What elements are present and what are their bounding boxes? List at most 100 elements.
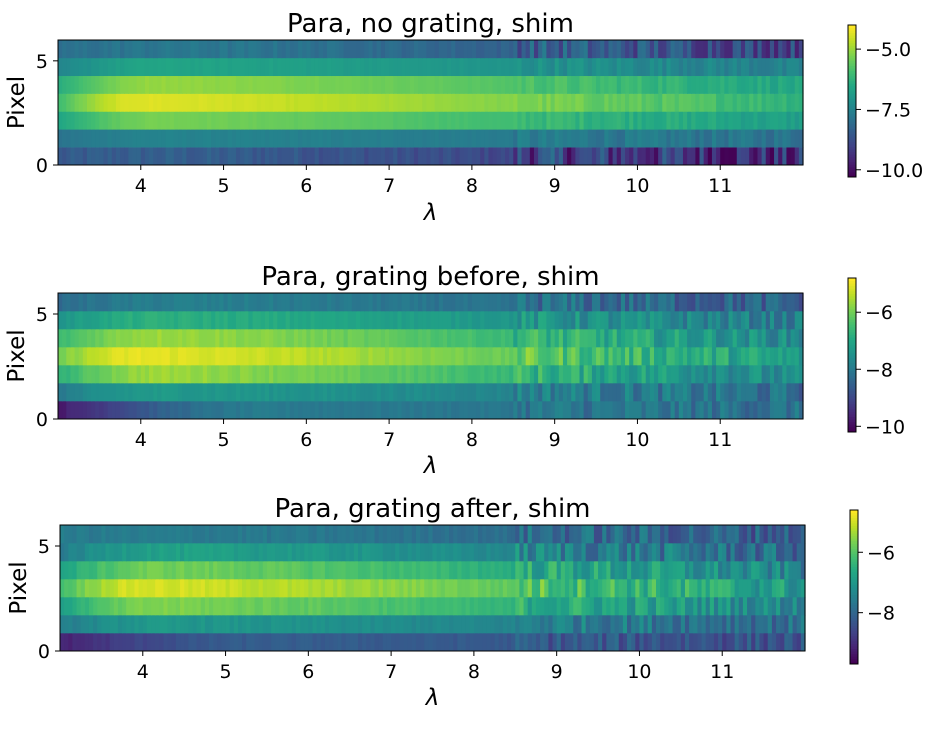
heatmap-cell — [360, 383, 365, 402]
heatmap-cell — [397, 293, 403, 312]
heatmap-cell — [188, 615, 194, 634]
heatmap-cell — [747, 615, 752, 634]
heatmap-cell — [109, 615, 115, 634]
heatmap-cell — [163, 615, 169, 634]
colorbar-segment — [850, 602, 858, 606]
heatmap-cell — [345, 597, 351, 616]
heatmap-cell — [169, 329, 175, 348]
colorbar-segment — [850, 535, 858, 539]
heatmap-cell — [240, 347, 245, 366]
heatmap-cell — [132, 347, 138, 366]
heatmap-cell — [765, 129, 771, 148]
heatmap-cell — [742, 543, 748, 562]
heatmap-cell — [101, 633, 107, 652]
heatmap-cell — [295, 633, 301, 652]
heatmap-cell — [225, 597, 231, 616]
colorbar-segment — [848, 295, 856, 300]
heatmap-cell — [436, 597, 442, 616]
colorbar-segment — [850, 615, 858, 619]
heatmap-cell — [178, 57, 183, 77]
colorbar-tick-label: −6 — [865, 302, 893, 324]
heatmap-cell — [161, 129, 167, 148]
heatmap-cell — [178, 329, 183, 348]
heatmap-cell — [480, 383, 485, 402]
heatmap-cell — [84, 543, 90, 562]
heatmap-cell — [486, 633, 492, 652]
heatmap-cell — [579, 93, 585, 112]
colorbar-segment — [848, 303, 856, 307]
heatmap-cell — [368, 401, 374, 420]
heatmap-cell — [132, 57, 138, 77]
heatmap-cell — [281, 75, 287, 94]
heatmap-cell — [724, 147, 730, 166]
colorbar-segment — [848, 63, 856, 67]
colorbar-segment — [848, 78, 856, 82]
heatmap-cell — [666, 129, 672, 148]
heatmap-cell — [558, 111, 564, 130]
colorbar-segment — [848, 355, 856, 359]
heatmap-cell — [490, 579, 496, 598]
heatmap-cell — [736, 40, 742, 59]
x-tick-label: 5 — [220, 661, 232, 683]
heatmap-cell — [509, 129, 514, 148]
heatmap-cell — [759, 579, 765, 598]
heatmap-cell — [192, 615, 198, 634]
heatmap-cell — [217, 543, 223, 562]
heatmap-cell — [676, 525, 682, 544]
heatmap-cell — [426, 93, 432, 112]
heatmap-cell — [587, 401, 593, 420]
heatmap-cell — [237, 525, 243, 544]
heatmap-cell — [207, 93, 212, 112]
heatmap-cell — [366, 579, 372, 598]
heatmap-cell — [376, 365, 382, 384]
heatmap-cell — [598, 525, 603, 544]
heatmap-cell — [442, 311, 448, 330]
heatmap-cell — [709, 633, 715, 652]
heatmap-cell — [778, 293, 783, 312]
heatmap-cell — [78, 311, 84, 330]
heatmap-cell — [173, 40, 179, 59]
heatmap-cell — [293, 365, 299, 384]
heatmap-cell — [517, 365, 523, 384]
heatmap-cell — [397, 147, 403, 166]
x-tick-label: 9 — [549, 175, 561, 197]
heatmap-cell — [368, 40, 374, 59]
heatmap-cell — [798, 57, 804, 77]
heatmap-cell — [264, 93, 270, 112]
heatmap-cell — [571, 311, 576, 330]
heatmap-cell — [269, 75, 274, 94]
heatmap-cell — [418, 365, 423, 384]
heatmap-cell — [604, 311, 610, 330]
heatmap-cell — [285, 75, 291, 94]
heatmap-cell — [68, 597, 74, 616]
heatmap-cell — [351, 365, 357, 384]
heatmap-cell — [341, 543, 347, 562]
heatmap-cell — [252, 111, 258, 130]
heatmap-cell — [161, 329, 167, 348]
heatmap-cell — [281, 401, 287, 420]
heatmap-cell — [720, 347, 725, 366]
heatmap-cell — [331, 401, 336, 420]
heatmap-cell — [554, 75, 560, 94]
heatmap-cell — [178, 147, 183, 166]
heatmap-cell — [310, 93, 316, 112]
heatmap-cell — [782, 147, 788, 166]
heatmap-cell — [637, 329, 643, 348]
heatmap-cell — [372, 401, 378, 420]
heatmap-cell — [300, 633, 305, 652]
heatmap-cell — [335, 347, 341, 366]
heatmap-cell — [629, 365, 634, 384]
heatmap-cell — [397, 383, 403, 402]
heatmap-cell — [515, 633, 521, 652]
heatmap-cell — [327, 129, 332, 148]
heatmap-cell — [701, 543, 707, 562]
heatmap-cell — [533, 111, 539, 130]
heatmap-cell — [498, 543, 504, 562]
x-tick-label: 7 — [383, 429, 395, 451]
heatmap-cell — [219, 311, 225, 330]
heatmap-cell — [608, 57, 614, 77]
heatmap-cell — [583, 40, 589, 59]
colorbar: −10.0−7.5−5.0 — [847, 24, 923, 182]
colorbar-segment — [848, 424, 856, 428]
heatmap-cell — [465, 543, 471, 562]
